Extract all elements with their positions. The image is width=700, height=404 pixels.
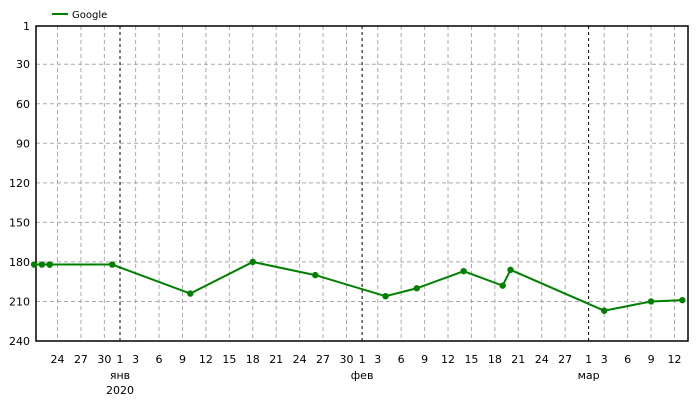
y-tick-label: 150 xyxy=(9,216,30,229)
x-tick-label: 18 xyxy=(246,353,260,366)
y-tick-label: 180 xyxy=(9,256,30,269)
x-tick-label: 27 xyxy=(74,353,88,366)
x-tick-label: 12 xyxy=(441,353,455,366)
x-tick-label: 12 xyxy=(668,353,682,366)
data-point xyxy=(413,285,420,292)
x-tick-label: 15 xyxy=(222,353,236,366)
data-point xyxy=(108,261,116,268)
year-label: 2020 xyxy=(106,384,134,397)
x-tick-label: 3 xyxy=(132,353,139,366)
x-tick-label: 12 xyxy=(199,353,213,366)
x-tick-label: 24 xyxy=(51,353,65,366)
data-point xyxy=(187,290,194,297)
series-google xyxy=(30,258,686,314)
legend-label-google: Google xyxy=(72,10,107,21)
x-tick-label: 1 xyxy=(585,353,592,366)
x-tick-label: 9 xyxy=(179,353,186,366)
data-point xyxy=(499,282,506,289)
x-tick-label: 9 xyxy=(421,353,428,366)
x-tick-label: 1 xyxy=(117,353,124,366)
x-tick-label: 24 xyxy=(535,353,549,366)
x-tick-label: 9 xyxy=(648,353,655,366)
x-tick-label: 27 xyxy=(558,353,572,366)
x-tick-label: 21 xyxy=(269,353,283,366)
y-tick-label: 120 xyxy=(9,177,30,190)
x-tick-label: 30 xyxy=(339,353,353,366)
data-point xyxy=(507,266,514,274)
data-point xyxy=(679,296,686,304)
data-point xyxy=(382,292,389,300)
y-tick-label: 30 xyxy=(16,58,30,71)
x-tick-label: 6 xyxy=(624,353,631,366)
y-tick-label: 60 xyxy=(16,98,30,111)
x-tick-label: 6 xyxy=(156,353,163,366)
month-label: янв xyxy=(110,369,130,382)
y-tick-label: 1 xyxy=(23,20,30,33)
x-tick-label: 3 xyxy=(374,353,381,366)
data-point xyxy=(38,261,46,268)
data-point xyxy=(647,298,655,305)
x-tick-label: 6 xyxy=(398,353,405,366)
x-tick-label: 1 xyxy=(359,353,366,366)
series-line xyxy=(34,260,683,312)
month-label: фев xyxy=(351,369,374,382)
data-point xyxy=(46,261,53,268)
x-tick-label: 30 xyxy=(97,353,111,366)
grid xyxy=(36,26,688,341)
data-point xyxy=(312,271,319,279)
y-tick-label: 210 xyxy=(9,295,30,308)
month-label: мар xyxy=(578,369,600,382)
x-tick-label: 24 xyxy=(293,353,307,366)
data-point xyxy=(249,258,256,266)
x-tick-label: 21 xyxy=(511,353,525,366)
x-tick-label: 3 xyxy=(601,353,608,366)
y-tick-label: 90 xyxy=(16,137,30,150)
x-tick-label: 15 xyxy=(464,353,478,366)
data-point xyxy=(460,267,467,275)
y-tick-label: 240 xyxy=(9,335,30,348)
data-point xyxy=(601,307,608,314)
x-tick-label: 18 xyxy=(488,353,502,366)
plot-frame xyxy=(35,25,689,342)
data-point xyxy=(30,261,38,268)
legend: Google xyxy=(52,10,107,21)
x-tick-label: 27 xyxy=(316,353,330,366)
